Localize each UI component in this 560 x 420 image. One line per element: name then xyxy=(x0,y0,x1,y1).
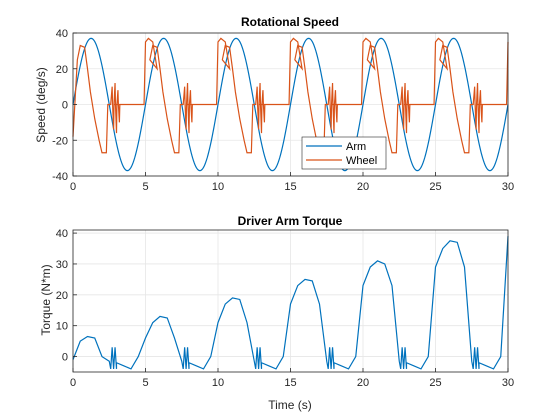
legend-arm-label: Arm xyxy=(346,141,366,153)
x-tick-label: 5 xyxy=(142,181,148,193)
x-tick-label: 25 xyxy=(429,377,441,389)
y-tick-label: 10 xyxy=(56,321,68,333)
torque-lines xyxy=(72,236,509,370)
speed-title: Rotational Speed xyxy=(241,15,339,29)
y-tick-label: 20 xyxy=(56,290,68,302)
x-tick-label: 30 xyxy=(502,181,514,193)
speed-axes: 0 5 10 15 20 25 30 -40 -20 0 20 40 Rotational Speed… xyxy=(34,15,514,193)
x-tick-label: 5 xyxy=(142,377,148,389)
y-tick-label: 30 xyxy=(56,259,68,271)
torque-title: Driver Arm Torque xyxy=(238,214,343,228)
y-tick-label: -20 xyxy=(52,135,68,147)
speed-ylabel: Speed (deg/s) xyxy=(34,67,48,142)
torque-series-line xyxy=(72,236,509,370)
y-tick-label: 20 xyxy=(56,64,68,76)
y-tick-label: -40 xyxy=(52,171,68,183)
x-tick-label: 0 xyxy=(70,377,76,389)
speed-legend: Arm Wheel xyxy=(301,136,387,170)
x-tick-label: 0 xyxy=(70,181,76,193)
y-tick-label: 0 xyxy=(62,352,68,364)
x-tick-label: 30 xyxy=(502,377,514,389)
x-tick-label: 15 xyxy=(284,377,296,389)
legend-wheel-label: Wheel xyxy=(346,155,377,167)
y-tick-label: 0 xyxy=(62,100,68,112)
x-tick-label: 10 xyxy=(212,181,224,193)
torque-ticks: 0 5 10 15 20 25 30 0 10 20 30 40 xyxy=(56,228,514,389)
y-tick-label: 40 xyxy=(56,28,68,40)
torque-xlabel: Time (s) xyxy=(268,398,312,412)
y-tick-label: 40 xyxy=(56,228,68,240)
x-tick-label: 15 xyxy=(284,181,296,193)
torque-ylabel: Torque (N*m) xyxy=(39,264,53,335)
x-tick-label: 20 xyxy=(357,377,369,389)
speed-lines xyxy=(72,37,509,172)
legend-box xyxy=(301,136,387,170)
x-tick-label: 20 xyxy=(357,181,369,193)
x-tick-label: 25 xyxy=(429,181,441,193)
x-tick-label: 10 xyxy=(212,377,224,389)
arm-series-line xyxy=(72,37,509,172)
wheel-series-line xyxy=(72,37,509,154)
speed-ticks: 0 5 10 15 20 25 30 -40 -20 0 20 40 xyxy=(52,28,514,193)
